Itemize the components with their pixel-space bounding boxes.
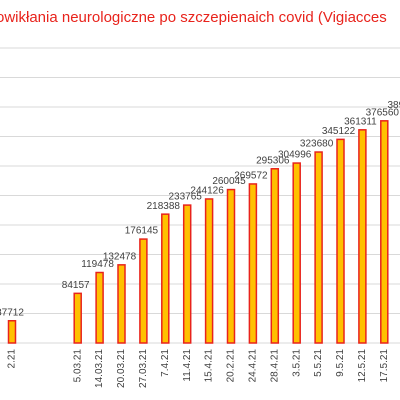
data-label: 176145 <box>125 226 159 237</box>
data-label: 244126 <box>190 186 224 197</box>
x-tick-label: 7.4.21 <box>160 349 171 377</box>
data-label: 304996 <box>278 150 312 161</box>
x-tick-label: 15.4.21 <box>204 349 215 383</box>
data-label: 323680 <box>300 139 334 150</box>
bar <box>73 292 82 344</box>
data-label: 376560 <box>366 107 400 118</box>
bar <box>380 120 389 344</box>
bar <box>292 162 301 344</box>
data-label: 37712 <box>0 307 24 318</box>
bar <box>161 213 170 344</box>
data-label: 260045 <box>212 176 246 187</box>
bar <box>248 183 258 344</box>
x-tick-label: 20.2.21 <box>226 349 237 383</box>
bar <box>204 198 214 344</box>
bar <box>314 151 323 344</box>
data-label: 269572 <box>234 171 268 182</box>
x-tick-label: 3.5.21 <box>291 349 302 377</box>
x-tick-label: 12.5.21 <box>357 349 368 383</box>
bar <box>95 271 104 344</box>
data-label: 361311 <box>344 116 377 127</box>
data-label: 345122 <box>322 126 356 137</box>
bar <box>336 138 345 344</box>
x-tick-label: 2.21 <box>7 349 18 369</box>
bar <box>226 188 236 344</box>
data-label: 84157 <box>62 280 90 291</box>
x-tick-label: 11.4.21 <box>182 349 193 382</box>
data-label: 119478 <box>81 259 114 270</box>
x-tick-label: 27.03.21 <box>138 349 149 388</box>
x-tick-label: 14.03.21 <box>94 349 105 388</box>
x-tick-label: 9.5.21 <box>335 349 346 377</box>
x-tick-label: 20.03.21 <box>116 349 127 388</box>
x-tick-label: 24.4.21 <box>248 349 259 383</box>
bar <box>7 319 17 344</box>
x-tick-label: 17.5.21 <box>379 349 390 383</box>
bar <box>117 264 126 344</box>
x-tick-label: 5.5.21 <box>313 349 324 377</box>
x-tick-label: 28.4.21 <box>269 349 280 383</box>
data-label: 295306 <box>256 155 290 166</box>
bar <box>182 204 192 344</box>
bar <box>358 129 367 344</box>
bar <box>139 238 148 344</box>
data-label: 233765 <box>169 192 203 203</box>
data-label: 389000 <box>388 100 400 111</box>
x-tick-label: 5.03.21 <box>72 349 83 383</box>
chart-title: owikłania neurologiczne po szczepienaich… <box>0 9 387 26</box>
bar <box>270 168 280 344</box>
data-label: 218388 <box>147 201 181 212</box>
data-label: 132478 <box>103 251 137 262</box>
